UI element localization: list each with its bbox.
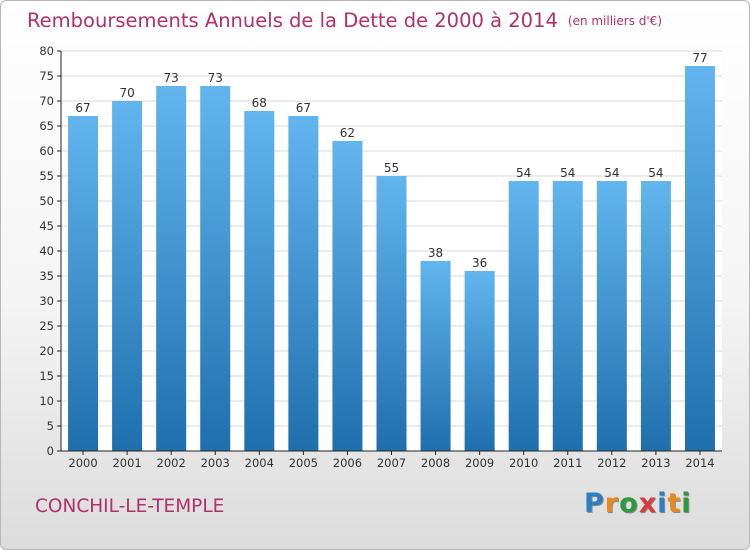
x-tick-label: 2008 [421,456,450,470]
bar-2001 [112,101,143,451]
bar-2013 [640,181,671,451]
data-label: 70 [119,86,134,100]
x-tick-labels: 2000 2001 2002 2003 2004 2005 2006 2007 2008 2009… [68,451,715,470]
y-tick-label: 45 [39,219,54,233]
x-tick-label: 2014 [685,456,714,470]
logo-letter: t [667,488,682,519]
y-tick-label: 35 [39,269,54,283]
x-tick-label: 2010 [509,456,538,470]
proxiti-logo[interactable]: Proxiti [584,488,692,519]
bar-2005 [288,116,319,451]
logo-letter: i [681,488,692,519]
logo-letter: r [604,488,620,519]
x-tick-label: 2009 [465,456,494,470]
y-tick-label: 70 [39,94,54,108]
data-label: 73 [164,71,179,85]
bar-2014 [684,66,715,451]
x-tick-label: 2007 [377,456,406,470]
commune-name: CONCHIL-LE-TEMPLE [35,496,225,517]
data-label: 67 [75,101,90,115]
data-label: 55 [384,161,399,175]
data-label: 54 [560,166,575,180]
x-tick-label: 2004 [245,456,274,470]
chart-title: Remboursements Annuels de la Dette de 20… [27,9,662,32]
data-label: 67 [296,101,311,115]
logo-letter: x [638,488,658,519]
x-tick-label: 2012 [597,456,626,470]
y-tick-label: 0 [47,444,54,458]
bar-2009 [464,271,495,451]
y-tick-label: 50 [39,194,54,208]
data-label: 68 [252,96,267,110]
x-tick-label: 2005 [289,456,318,470]
data-label: 54 [648,166,663,180]
x-tick-label: 2006 [333,456,362,470]
y-tick-label: 10 [39,394,54,408]
data-label: 73 [208,71,223,85]
bar-2000 [68,116,99,451]
data-label: 54 [604,166,619,180]
data-label: 36 [472,256,487,270]
bar-2008 [420,261,451,451]
bar-2007 [376,176,407,451]
y-tick-label: 75 [39,69,54,83]
logo-letter: o [619,488,639,519]
data-label: 77 [692,51,707,65]
x-tick-label: 2001 [112,456,141,470]
x-tick-label: 2000 [68,456,97,470]
x-tick-label: 2003 [201,456,230,470]
y-tick-label: 20 [39,344,54,358]
data-labels: 67 70 73 73 68 67 62 55 38 36 54 54 54 54 77 [75,51,707,270]
y-tick-label: 80 [39,44,54,58]
logo-letter: i [657,488,668,519]
y-tick-label: 5 [47,419,54,433]
y-tick-label: 15 [39,369,54,383]
bar-2002 [156,86,187,451]
y-tick-label: 40 [39,244,54,258]
x-tick-label: 2013 [641,456,670,470]
bar-2004 [244,111,275,451]
y-tick-label: 30 [39,294,54,308]
bar-2003 [200,86,231,451]
logo-letter: P [584,488,605,519]
bar-2012 [596,181,627,451]
y-tick-labels: 0 5 10 15 20 25 30 35 40 45 50 55 60 65 70 75 80 [39,44,61,458]
x-tick-label: 2011 [553,456,582,470]
chart-unit: (en milliers d'€) [567,14,662,28]
data-label: 38 [428,246,443,260]
x-tick-label: 2002 [157,456,186,470]
data-label: 54 [516,166,531,180]
y-tick-label: 25 [39,319,54,333]
y-tick-label: 60 [39,144,54,158]
bar-2006 [332,141,363,451]
bar-2010 [508,181,539,451]
bars [68,66,715,451]
bar-2011 [552,181,583,451]
chart-title-text: Remboursements Annuels de la Dette de 20… [27,9,558,32]
y-tick-label: 65 [39,119,54,133]
y-tick-label: 55 [39,169,54,183]
data-label: 62 [340,126,355,140]
